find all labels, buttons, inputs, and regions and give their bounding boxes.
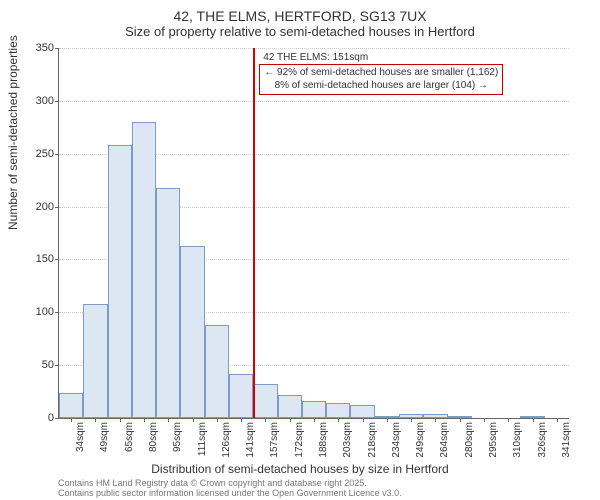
ytick-label: 100 <box>14 306 54 318</box>
xtick-label: 188sqm <box>318 422 329 458</box>
xtick-mark <box>460 418 461 422</box>
xtick-label: 264sqm <box>439 422 450 458</box>
histogram-bar <box>108 145 132 418</box>
footer-line-2: Contains public sector information licen… <box>58 488 402 498</box>
footer-text: Contains HM Land Registry data © Crown c… <box>58 478 402 499</box>
histogram-bar <box>83 304 107 418</box>
histogram-bar <box>156 188 180 418</box>
xtick-mark <box>193 418 194 422</box>
xtick-mark <box>290 418 291 422</box>
xtick-label: 234sqm <box>391 422 402 458</box>
xtick-label: 295sqm <box>488 422 499 458</box>
xtick-label: 34sqm <box>75 422 86 452</box>
xtick-label: 49sqm <box>99 422 110 452</box>
xtick-mark <box>168 418 169 422</box>
xtick-mark <box>314 418 315 422</box>
chart-title: 42, THE ELMS, HERTFORD, SG13 7UX <box>0 0 600 24</box>
xtick-mark <box>484 418 485 422</box>
ytick-mark <box>55 365 59 366</box>
gridline <box>59 48 569 49</box>
plot: 34sqm49sqm65sqm80sqm95sqm111sqm126sqm141… <box>58 48 569 419</box>
xtick-mark <box>363 418 364 422</box>
xtick-label: 249sqm <box>415 422 426 458</box>
ytick-mark <box>55 207 59 208</box>
ytick-label: 150 <box>14 253 54 265</box>
ytick-mark <box>55 259 59 260</box>
annotation-box-line-2: 8% of semi-detached houses are larger (1… <box>264 80 498 93</box>
xtick-label: 280sqm <box>464 422 475 458</box>
xtick-label: 80sqm <box>148 422 159 452</box>
chart-subtitle: Size of property relative to semi-detach… <box>0 24 600 45</box>
xtick-label: 326sqm <box>537 422 548 458</box>
histogram-bar <box>350 405 374 418</box>
xtick-mark <box>557 418 558 422</box>
ytick-mark <box>55 418 59 419</box>
histogram-bar <box>278 395 302 418</box>
ytick-label: 350 <box>14 42 54 54</box>
reference-line <box>253 48 255 418</box>
xtick-mark <box>411 418 412 422</box>
ytick-label: 250 <box>14 148 54 160</box>
chart-container: 42, THE ELMS, HERTFORD, SG13 7UX Size of… <box>0 0 600 500</box>
xtick-label: 310sqm <box>512 422 523 458</box>
ytick-label: 300 <box>14 95 54 107</box>
xtick-mark <box>144 418 145 422</box>
histogram-bar <box>59 393 83 418</box>
ytick-mark <box>55 48 59 49</box>
ytick-label: 50 <box>14 359 54 371</box>
xtick-label: 203sqm <box>342 422 353 458</box>
ytick-mark <box>55 312 59 313</box>
xtick-label: 341sqm <box>561 422 572 458</box>
xtick-mark <box>241 418 242 422</box>
xtick-mark <box>533 418 534 422</box>
ytick-mark <box>55 154 59 155</box>
xtick-label: 95sqm <box>172 422 183 452</box>
histogram-bar <box>132 122 156 418</box>
xtick-label: 218sqm <box>367 422 378 458</box>
xtick-mark <box>95 418 96 422</box>
xtick-mark <box>508 418 509 422</box>
xtick-label: 172sqm <box>294 422 305 458</box>
plot-area: 34sqm49sqm65sqm80sqm95sqm111sqm126sqm141… <box>58 48 568 418</box>
xtick-label: 111sqm <box>197 422 208 456</box>
xtick-mark <box>387 418 388 422</box>
histogram-bar <box>253 384 277 418</box>
ytick-label: 0 <box>14 412 54 424</box>
footer-line-1: Contains HM Land Registry data © Crown c… <box>58 478 402 488</box>
xtick-label: 141sqm <box>245 422 256 458</box>
histogram-bar <box>180 246 204 418</box>
xtick-label: 126sqm <box>221 422 232 458</box>
histogram-bar <box>229 374 253 418</box>
histogram-bar <box>302 401 326 418</box>
ytick-label: 200 <box>14 201 54 213</box>
ytick-mark <box>55 101 59 102</box>
histogram-bar <box>205 325 229 418</box>
xtick-mark <box>435 418 436 422</box>
xtick-mark <box>120 418 121 422</box>
xtick-label: 65sqm <box>124 422 135 452</box>
x-axis-label: Distribution of semi-detached houses by … <box>0 462 600 476</box>
gridline <box>59 101 569 102</box>
histogram-bar <box>326 403 350 418</box>
xtick-label: 157sqm <box>269 422 280 458</box>
xtick-mark <box>217 418 218 422</box>
xtick-mark <box>71 418 72 422</box>
xtick-mark <box>338 418 339 422</box>
annotation-box-line-1: ← 92% of semi-detached houses are smalle… <box>264 67 498 80</box>
xtick-mark <box>265 418 266 422</box>
annotation-box: ← 92% of semi-detached houses are smalle… <box>259 64 503 95</box>
